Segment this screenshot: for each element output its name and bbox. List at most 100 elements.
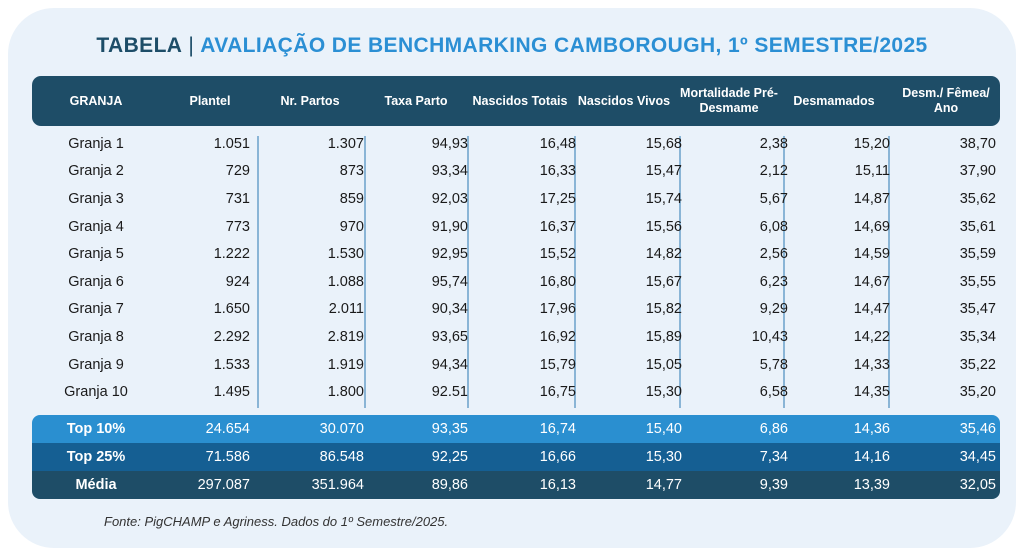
- cell-taxa-parto: 92,03: [431, 190, 468, 207]
- source-note: Fonte: PigCHAMP e Agriness. Dados do 1º …: [104, 514, 449, 529]
- cell-nr-partos: 1.800: [327, 384, 364, 401]
- column-divider: [467, 136, 469, 408]
- cell-nascidos-totais: 16,13: [539, 477, 576, 493]
- cell-granja: Média: [75, 477, 117, 493]
- cell-mortalidade: 6,08: [759, 218, 788, 235]
- column-divider: [783, 136, 785, 408]
- cell-nr-partos: 2.011: [328, 301, 364, 318]
- table-row: Granja 3 731 859 92,03 17,25 15,74 5,67 14,87 35…: [32, 185, 1000, 213]
- cell-plantel: 773: [225, 218, 250, 235]
- cell-granja: Granja 4: [68, 218, 124, 235]
- cell-taxa-parto: 94,34: [431, 356, 468, 373]
- cell-desmamados: 14,67: [853, 273, 890, 290]
- cell-taxa-parto: 93,65: [431, 328, 468, 345]
- cell-plantel: 297.087: [197, 477, 250, 493]
- cell-granja: Granja 8: [68, 328, 124, 345]
- cell-desmamados: 14,59: [853, 246, 890, 263]
- cell-plantel: 71.586: [205, 449, 250, 465]
- cell-desm-femea-ano: 34,45: [959, 449, 996, 465]
- header-taxa-parto: Taxa Parto: [384, 93, 448, 108]
- header-granja: GRANJA: [69, 93, 123, 108]
- cell-nascidos-vivos: 15,30: [645, 449, 682, 465]
- cell-desm-femea-ano: 35,62: [959, 190, 996, 207]
- cell-nascidos-totais: 16,74: [539, 421, 576, 437]
- cell-desm-femea-ano: 32,05: [959, 477, 996, 493]
- cell-taxa-parto: 89,86: [431, 477, 468, 493]
- cell-granja: Top 10%: [66, 421, 126, 437]
- cell-taxa-parto: 94,93: [431, 135, 468, 152]
- summary-row-media: Média 297.087 351.964 89,86 16,13 14,77 9,39 13…: [32, 471, 1000, 499]
- cell-desm-femea-ano: 35,47: [959, 301, 996, 318]
- cell-nr-partos: 86.548: [319, 449, 364, 465]
- cell-desm-femea-ano: 35,55: [959, 273, 996, 290]
- cell-desmamados: 14,16: [853, 449, 890, 465]
- cell-desmamados: 14,69: [853, 218, 890, 235]
- cell-nascidos-totais: 17,25: [539, 190, 576, 207]
- cell-nascidos-vivos: 14,82: [645, 246, 682, 263]
- cell-desmamados: 14,22: [853, 328, 890, 345]
- cell-mortalidade: 6,58: [759, 384, 788, 401]
- cell-plantel: 729: [225, 163, 250, 180]
- cell-desm-femea-ano: 35,20: [959, 384, 996, 401]
- cell-nascidos-vivos: 15,68: [645, 135, 682, 152]
- header-mortalidade: Mortalidade Pré-Desmame: [680, 86, 778, 115]
- cell-nascidos-totais: 16,66: [539, 449, 576, 465]
- cell-mortalidade: 6,23: [759, 273, 788, 290]
- cell-desmamados: 14,33: [853, 356, 890, 373]
- header-nascidos-vivos: Nascidos Vivos: [577, 93, 671, 108]
- cell-desmamados: 13,39: [853, 477, 890, 493]
- table-row: Granja 8 2.292 2.819 93,65 16,92 15,89 10,43 14…: [32, 323, 1000, 351]
- title-main: AVALIAÇÃO DE BENCHMARKING CAMBOROUGH, 1º…: [200, 34, 928, 57]
- table-row: Granja 2 729 873 93,34 16,33 15,47 2,12 15,11 37…: [32, 158, 1000, 186]
- cell-taxa-parto: 91,90: [431, 218, 468, 235]
- table-row: Granja 1 1.051 1.307 94,93 16,48 15,68 2,38 15,…: [32, 130, 1000, 158]
- cell-granja: Granja 3: [68, 190, 124, 207]
- summary-row-top10: Top 10% 24.654 30.070 93,35 16,74 15,40 6,86 14…: [32, 415, 1000, 443]
- cell-nr-partos: 1.530: [327, 246, 364, 263]
- cell-desm-femea-ano: 38,70: [959, 135, 996, 152]
- cell-desm-femea-ano: 35,22: [959, 356, 996, 373]
- cell-nr-partos: 2.819: [327, 328, 364, 345]
- cell-taxa-parto: 92,25: [431, 449, 468, 465]
- cell-granja: Granja 5: [68, 246, 124, 263]
- column-divider: [888, 136, 890, 408]
- table-row: Granja 9 1.533 1.919 94,34 15,79 15,05 5,78 14,…: [32, 351, 1000, 379]
- cell-plantel: 1.222: [213, 246, 250, 263]
- cell-nr-partos: 351.964: [311, 477, 364, 493]
- table-row: Granja 10 1.495 1.800 92.51 16,75 15,30 6,58 14…: [32, 378, 1000, 406]
- cell-nascidos-totais: 15,52: [539, 246, 576, 263]
- table-row: Granja 4 773 970 91,90 16,37 15,56 6,08 14,69 35…: [32, 213, 1000, 241]
- cell-mortalidade: 10,43: [751, 328, 788, 345]
- column-divider: [574, 136, 576, 408]
- cell-taxa-parto: 90,34: [431, 301, 468, 318]
- table-header: GRANJA Plantel Nr. Partos Taxa Parto Nas…: [32, 76, 1000, 126]
- cell-nr-partos: 970: [339, 218, 364, 235]
- cell-granja: Granja 2: [68, 163, 124, 180]
- title-prefix: TABELA: [96, 34, 183, 57]
- cell-mortalidade: 5,78: [759, 356, 788, 373]
- cell-granja: Granja 9: [68, 356, 124, 373]
- cell-mortalidade: 9,39: [759, 477, 788, 493]
- cell-plantel: 924: [225, 273, 250, 290]
- title-separator: |: [188, 34, 195, 57]
- cell-mortalidade: 7,34: [759, 449, 788, 465]
- column-divider: [679, 136, 681, 408]
- cell-taxa-parto: 95,74: [431, 273, 468, 290]
- cell-plantel: 1.533: [213, 356, 250, 373]
- cell-nascidos-vivos: 15,47: [645, 163, 682, 180]
- cell-taxa-parto: 93,35: [431, 421, 468, 437]
- cell-nascidos-totais: 16,37: [539, 218, 576, 235]
- page-title: TABELA | AVALIAÇÃO DE BENCHMARKING CAMBORO…: [0, 34, 1024, 58]
- cell-desm-femea-ano: 37,90: [959, 163, 996, 180]
- cell-mortalidade: 9,29: [759, 301, 788, 318]
- cell-granja: Granja 10: [64, 384, 128, 401]
- cell-mortalidade: 2,12: [759, 163, 788, 180]
- column-divider: [257, 136, 259, 408]
- cell-nascidos-vivos: 15,30: [645, 384, 682, 401]
- cell-nascidos-totais: 16,48: [539, 135, 576, 152]
- cell-plantel: 731: [225, 190, 250, 207]
- cell-taxa-parto: 92.51: [431, 384, 468, 401]
- cell-mortalidade: 5,67: [759, 190, 788, 207]
- cell-mortalidade: 2,38: [759, 135, 788, 152]
- cell-nr-partos: 1.919: [327, 356, 364, 373]
